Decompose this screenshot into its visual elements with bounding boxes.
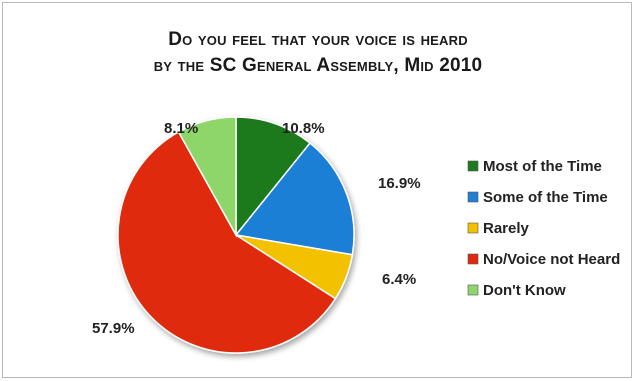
legend: Most of the Time Some of the Time Rarely No… xyxy=(467,158,620,299)
legend-swatch xyxy=(467,191,479,203)
pie-slice-no-voice-not-heard xyxy=(117,130,337,354)
legend-swatch xyxy=(467,160,479,172)
pie-value-label: 57.9% xyxy=(92,320,135,337)
legend-swatch xyxy=(467,284,479,296)
pie-value-label: 16.9% xyxy=(378,175,421,192)
pie-value-label: 6.4% xyxy=(382,271,416,288)
legend-entry-label: Most of the Time xyxy=(483,158,602,175)
legend-entry-label: No/Voice not Heard xyxy=(483,251,620,268)
pie-slice-most-of-the-time xyxy=(235,116,312,238)
legend-entry-label: Rarely xyxy=(483,220,530,237)
chart-title-line-2: by the SC General Assembly, Mid 2010 xyxy=(153,55,483,76)
pie-slice-don-t-know xyxy=(177,116,237,238)
pie-value-label: 10.8% xyxy=(282,120,325,137)
legend-swatch xyxy=(467,253,479,265)
pie-value-labels: 10.8% 16.9% 6.4% 57.9% 8.1% xyxy=(92,120,421,337)
pie-slice-some-of-the-time xyxy=(234,142,355,256)
pie-slices xyxy=(117,116,355,354)
chart-title-line-1: Do you feel that your voice is heard xyxy=(168,29,468,50)
legend-entry-label: Some of the Time xyxy=(483,189,608,206)
legend-entry-label: Don't Know xyxy=(483,282,566,299)
pie-value-label: 8.1% xyxy=(164,120,198,137)
legend-swatch xyxy=(467,222,479,234)
